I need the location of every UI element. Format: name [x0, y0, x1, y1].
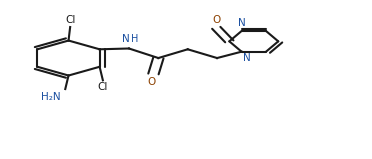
- Text: Cl: Cl: [98, 82, 108, 92]
- Text: O: O: [212, 15, 220, 25]
- Text: O: O: [148, 77, 156, 87]
- Text: N: N: [122, 34, 129, 44]
- Text: Cl: Cl: [65, 15, 76, 25]
- Text: H₂N: H₂N: [41, 92, 60, 102]
- Text: N: N: [243, 53, 251, 63]
- Text: H: H: [131, 34, 138, 44]
- Text: N: N: [238, 18, 246, 28]
